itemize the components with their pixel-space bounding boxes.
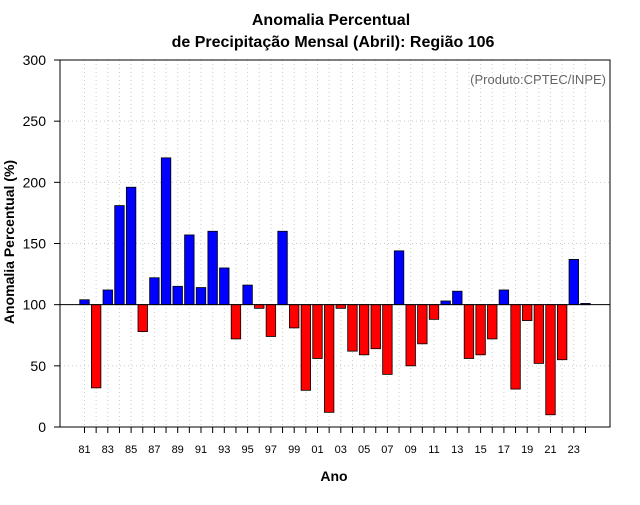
y-tick-label: 300	[23, 52, 47, 68]
bar-89	[172, 285, 183, 306]
x-tick-label: 11	[428, 444, 439, 456]
bar-84	[114, 205, 125, 306]
bar-82	[91, 304, 102, 389]
bar-05	[358, 304, 370, 356]
x-axis-ticks: 81 83 85 87 89 91 93 95 97 99 01 03 05 07 09 11 13 15 17 19…	[78, 427, 586, 456]
bar-10	[417, 304, 428, 345]
x-tick-label: 15	[474, 444, 486, 456]
x-tick-label: 05	[358, 444, 370, 456]
chart-title: Anomalia Percentual	[252, 12, 410, 29]
bar-88	[160, 157, 172, 306]
bar-14	[463, 304, 475, 359]
x-tick-label: 93	[218, 444, 230, 456]
bar-96	[254, 304, 265, 309]
bar-81	[79, 299, 90, 306]
x-tick-label: 85	[125, 444, 137, 456]
y-tick-label: 250	[23, 113, 47, 129]
bar-86	[137, 304, 148, 332]
bar-98	[277, 230, 288, 306]
bar-07	[382, 304, 393, 375]
y-tick-label: 100	[23, 297, 47, 313]
bar-16	[487, 304, 498, 340]
bar-02	[323, 304, 335, 413]
chart-subtitle: de Precipitação Mensal (Abril): Região 1…	[172, 34, 495, 51]
x-axis-label: Ano	[320, 468, 347, 484]
bar-09	[405, 304, 416, 367]
y-axis-label: Anomalia Percentual (%)	[1, 160, 17, 324]
x-tick-label: 81	[78, 444, 90, 456]
bar-95	[242, 284, 253, 306]
bar-18	[510, 304, 521, 390]
bar-11	[428, 304, 440, 320]
bar-21	[545, 304, 556, 416]
x-tick-label: 23	[568, 444, 580, 456]
bar-83	[102, 289, 113, 306]
x-tick-label: 09	[405, 444, 417, 456]
x-tick-label: 19	[521, 444, 533, 456]
y-tick-label: 50	[30, 358, 46, 374]
bar-00	[300, 304, 312, 391]
y-tick-label: 200	[23, 174, 47, 190]
x-tick-label: 07	[381, 444, 393, 456]
x-tick-label: 83	[102, 444, 114, 456]
y-axis-ticks: 0 50 100 150 200 250 300	[23, 52, 60, 435]
x-tick-label: 95	[241, 444, 253, 456]
bar-13	[452, 290, 463, 306]
bar-85	[125, 186, 137, 306]
bar-93	[219, 267, 230, 306]
bar-04	[347, 304, 358, 352]
y-tick-label: 150	[23, 236, 47, 252]
bar-17	[498, 289, 510, 306]
bar-90	[184, 234, 195, 306]
x-tick-label: 13	[451, 444, 463, 456]
bar-97	[265, 304, 277, 337]
x-tick-label: 91	[195, 444, 207, 456]
x-tick-label: 87	[148, 444, 160, 456]
x-tick-label: 03	[335, 444, 347, 456]
source-annotation: (Produto:CPTEC/INPE)	[470, 72, 606, 87]
bar-01	[312, 304, 323, 359]
x-tick-label: 17	[498, 444, 510, 456]
bar-19	[522, 304, 533, 321]
bar-91	[195, 287, 207, 306]
bar-94	[230, 304, 242, 340]
bar-92	[207, 230, 218, 306]
bar-03	[335, 304, 346, 309]
bar-87	[149, 277, 160, 306]
x-tick-label: 89	[172, 444, 184, 456]
bar-23	[568, 259, 579, 306]
bar-08	[393, 250, 405, 306]
bar-12	[440, 300, 451, 306]
bar-20	[533, 304, 544, 364]
bar-99	[289, 304, 300, 329]
x-tick-label: 97	[265, 444, 277, 456]
x-tick-label: 01	[311, 444, 323, 456]
x-tick-label: 99	[288, 444, 300, 456]
y-tick-label: 0	[38, 419, 46, 435]
bar-22	[557, 304, 568, 361]
x-tick-label: 21	[544, 444, 556, 456]
bar-06	[370, 304, 381, 350]
bar-15	[475, 304, 486, 356]
